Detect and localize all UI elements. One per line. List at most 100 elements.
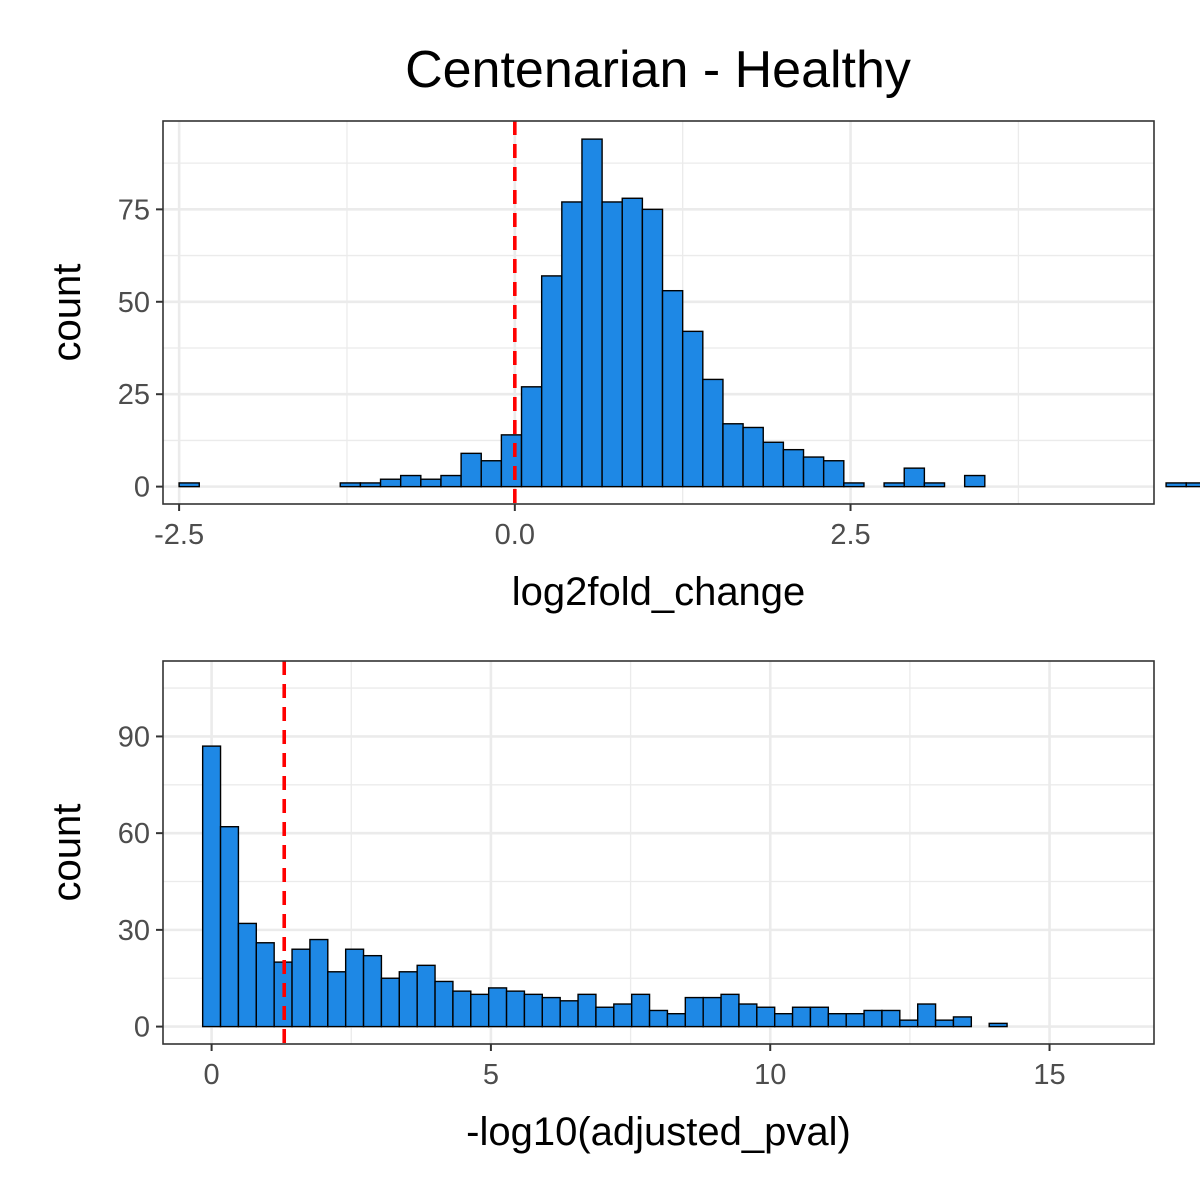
- y-tick-label: 90: [118, 721, 150, 753]
- y-tick-label: 50: [118, 287, 150, 319]
- histogram-bar: [762, 441, 785, 488]
- histogram-bar: [702, 996, 722, 1028]
- y-tick-label: 60: [118, 818, 150, 850]
- histogram-bar: [500, 434, 523, 488]
- histogram-bar: [440, 474, 462, 488]
- histogram-bar: [722, 423, 744, 488]
- histogram-bar: [720, 993, 740, 1028]
- histogram-bar: [201, 745, 222, 1028]
- histogram-bar: [399, 474, 422, 488]
- histogram-bar: [952, 1016, 973, 1028]
- histogram-bar: [452, 990, 472, 1028]
- histogram-bar: [505, 990, 526, 1028]
- histogram-bar: [416, 964, 436, 1028]
- histogram-bar: [601, 201, 623, 488]
- histogram-bar: [344, 948, 365, 1028]
- histogram-bar: [559, 1000, 579, 1028]
- histogram-bar: [398, 971, 418, 1028]
- histogram-bar: [581, 138, 603, 488]
- x-tick-label: 5: [483, 1059, 499, 1091]
- panel-border: [162, 660, 1155, 1045]
- histogram-bar: [309, 938, 329, 1028]
- histogram-bar: [661, 289, 684, 488]
- histogram-bar: [791, 1006, 812, 1028]
- histogram-bar: [577, 993, 597, 1028]
- histogram-bar: [648, 1009, 669, 1028]
- histogram-bar: [359, 482, 382, 488]
- histogram-bar: [702, 378, 724, 488]
- histogram-bar: [434, 980, 454, 1028]
- y-axis-title: count: [45, 804, 89, 902]
- y-tick-label: 75: [118, 194, 150, 226]
- y-tick-label: 0: [134, 1012, 150, 1044]
- histogram-bar: [934, 1019, 955, 1028]
- y-tick-label: 30: [118, 915, 150, 947]
- histogram-bar: [756, 1006, 776, 1028]
- histogram-bar: [641, 208, 664, 488]
- histogram-bar: [540, 275, 563, 488]
- histogram-bar: [681, 330, 704, 488]
- histogram-bar: [773, 1012, 794, 1028]
- histogram-bar: [379, 478, 402, 488]
- histogram-bar: [327, 971, 347, 1028]
- x-tick-label: -2.5: [154, 519, 204, 551]
- histogram-bar: [630, 993, 651, 1028]
- panel-log2fold-change: -2.5 0.0 2.5 0 25 50 75 log2fold_change count: [45, 120, 1200, 614]
- histogram-bar: [881, 1009, 901, 1028]
- histogram-bar: [541, 996, 561, 1028]
- chart-title: Centenarian - Healthy: [405, 41, 911, 99]
- histogram-bar: [903, 467, 926, 488]
- histogram-bar: [380, 977, 400, 1028]
- histogram-bar: [420, 478, 442, 488]
- histogram-bars: [201, 745, 1008, 1028]
- histogram-bar: [480, 460, 503, 488]
- histogram-bar: [255, 942, 275, 1028]
- histogram-bar: [339, 482, 362, 488]
- histogram-bars: [178, 138, 1200, 488]
- panel-adjusted-pval: 0 5 10 15 0 30 60 90 -log10(adjusted_pval) count: [45, 660, 1155, 1154]
- histogram-bar: [487, 987, 508, 1028]
- histogram-bar: [738, 1003, 758, 1028]
- histogram-bar: [988, 1022, 1008, 1028]
- x-axis-title: log2fold_change: [512, 570, 806, 614]
- histogram-bar: [666, 1012, 687, 1028]
- histogram-bar: [822, 460, 845, 488]
- histogram-bar: [899, 1019, 919, 1028]
- histogram-bar: [827, 1012, 847, 1028]
- histogram-bar: [1165, 482, 1187, 488]
- histogram-bar: [917, 1003, 937, 1028]
- histogram-bar: [802, 456, 825, 488]
- histogram-bar: [460, 452, 482, 488]
- histogram-bar: [178, 482, 200, 488]
- histogram-bar: [742, 426, 764, 488]
- histogram-bar: [1185, 482, 1200, 488]
- x-tick-label: 0: [204, 1059, 220, 1091]
- histogram-bar: [923, 482, 946, 488]
- histogram-bar: [523, 993, 544, 1028]
- histogram-bar: [883, 482, 905, 488]
- y-axis-title: count: [45, 264, 89, 362]
- panel-border: [162, 120, 1155, 505]
- histogram-bar: [291, 948, 311, 1028]
- histogram-bar: [684, 996, 704, 1028]
- histogram-bar: [863, 1009, 883, 1028]
- histogram-bar: [809, 1006, 830, 1028]
- y-tick-label: 25: [118, 379, 150, 411]
- y-tick-label: 0: [134, 472, 150, 504]
- histogram-bar: [237, 922, 257, 1028]
- histogram-bar: [520, 386, 543, 488]
- histogram-bar: [595, 1006, 615, 1028]
- histogram-bar: [470, 993, 490, 1028]
- x-axis-title: -log10(adjusted_pval): [466, 1110, 851, 1154]
- histogram-bar: [782, 448, 805, 488]
- histogram-bar: [845, 1012, 865, 1028]
- x-tick-label: 2.5: [830, 519, 870, 551]
- histogram-bar: [561, 201, 583, 488]
- histogram-bar: [963, 474, 986, 488]
- histogram-bar: [362, 954, 383, 1028]
- x-tick-label: 0.0: [495, 519, 535, 551]
- x-tick-label: 10: [754, 1059, 786, 1091]
- histogram-bar: [843, 482, 865, 488]
- histogram-bar: [613, 1003, 633, 1028]
